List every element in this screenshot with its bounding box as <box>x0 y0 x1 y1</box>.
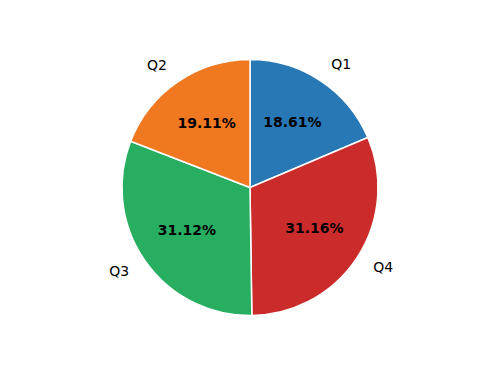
slices <box>122 60 378 316</box>
data-label: 31.12% <box>158 222 216 238</box>
data-label: 19.11% <box>177 115 235 131</box>
data-label: 18.61% <box>263 114 321 130</box>
chart-container: Q1 18.61% Q4 31.16% Q3 31.12% Q2 19.11% <box>0 0 500 375</box>
chart: Q1 18.61% Q4 31.16% Q3 31.12% Q2 19.11% <box>0 0 500 375</box>
slice <box>250 137 378 315</box>
labels: Q1 18.61% Q4 31.16% Q3 31.12% Q2 19.11% <box>109 56 393 279</box>
slice <box>131 60 250 188</box>
slice-label: Q2 <box>147 57 167 73</box>
slice-label: Q3 <box>109 263 129 279</box>
data-label: 31.16% <box>285 220 343 236</box>
slice-label: Q4 <box>373 259 393 275</box>
slice-label: Q1 <box>331 56 351 72</box>
